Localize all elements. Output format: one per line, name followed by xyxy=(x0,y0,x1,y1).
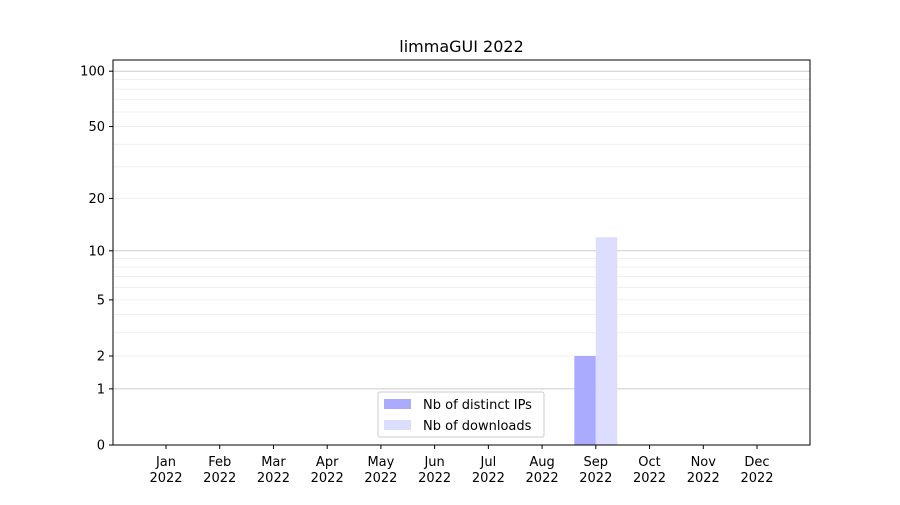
x-tick-label: Apr 2022 xyxy=(311,455,344,486)
y-tick-label: 1 xyxy=(97,382,105,397)
legend-swatch xyxy=(384,420,411,430)
legend-swatch xyxy=(384,399,411,409)
y-tick-label: 20 xyxy=(88,192,105,207)
x-tick-label: Feb 2022 xyxy=(203,455,236,486)
x-tick-label: May 2022 xyxy=(364,455,397,486)
x-tick-label: Oct 2022 xyxy=(633,455,666,486)
legend-label: Nb of downloads xyxy=(423,419,532,434)
legend-label: Nb of distinct IPs xyxy=(423,398,532,413)
bar-downloads xyxy=(595,237,618,445)
y-tick-label: 5 xyxy=(97,293,105,308)
x-tick-label: Jun 2022 xyxy=(418,455,451,486)
chart-title: limmaGUI 2022 xyxy=(399,37,524,56)
plot-frame xyxy=(112,59,811,446)
y-tick-label: 50 xyxy=(88,120,105,135)
bar-distinct-ips xyxy=(574,356,596,445)
y-tick-label: 10 xyxy=(88,244,105,259)
legend-box xyxy=(377,391,545,438)
x-tick-label: Jul 2022 xyxy=(472,455,505,486)
y-tick-label: 0 xyxy=(97,439,105,454)
x-tick-label: Aug 2022 xyxy=(526,455,559,486)
x-tick-label: Nov 2022 xyxy=(687,455,720,486)
x-tick-label: Mar 2022 xyxy=(257,455,290,486)
x-tick-label: Dec 2022 xyxy=(740,455,773,486)
legend: Nb of distinct IPs Nb of downloads xyxy=(377,391,545,438)
y-tick-label: 100 xyxy=(80,65,105,80)
x-tick-label: Sep 2022 xyxy=(579,455,612,486)
y-tick-label: 2 xyxy=(97,350,105,365)
x-tick-label: Jan 2022 xyxy=(149,455,182,486)
